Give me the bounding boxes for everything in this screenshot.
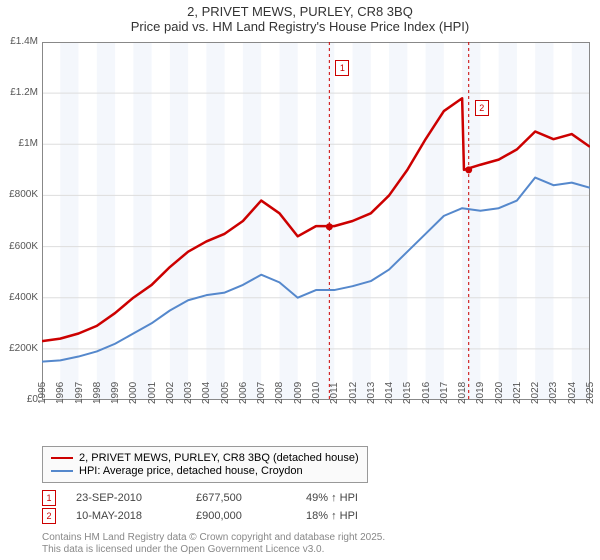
x-tick-label: 2016 (421, 382, 432, 404)
marker-date: 10-MAY-2018 (76, 510, 176, 522)
chart-marker-2: 2 (475, 100, 489, 116)
legend-item: HPI: Average price, detached house, Croy… (51, 465, 359, 477)
x-tick-label: 2018 (457, 382, 468, 404)
y-tick-label: £1.4M (0, 36, 38, 47)
x-tick-label: 2025 (585, 382, 596, 404)
legend-item: 2, PRIVET MEWS, PURLEY, CR8 3BQ (detache… (51, 452, 359, 464)
x-tick-label: 2008 (274, 382, 285, 404)
y-tick-label: £600K (0, 241, 38, 252)
x-tick-label: 2012 (348, 382, 359, 404)
marker-table-row: 2 10-MAY-2018 £900,000 18% ↑ HPI (42, 508, 358, 524)
x-tick-label: 2014 (384, 382, 395, 404)
legend-swatch (51, 457, 73, 460)
x-tick-label: 2013 (366, 382, 377, 404)
chart-plot (42, 42, 590, 400)
y-tick-label: £1.2M (0, 87, 38, 98)
chart-marker-1: 1 (335, 60, 349, 76)
x-tick-label: 2023 (548, 382, 559, 404)
x-tick-label: 1998 (92, 382, 103, 404)
marker-pct: 49% ↑ HPI (306, 492, 358, 504)
x-tick-label: 1995 (37, 382, 48, 404)
x-tick-label: 2010 (311, 382, 322, 404)
license-text: Contains HM Land Registry data © Crown c… (42, 532, 385, 556)
chart-title-line2: Price paid vs. HM Land Registry's House … (0, 19, 600, 34)
chart-title-line1: 2, PRIVET MEWS, PURLEY, CR8 3BQ (0, 4, 600, 19)
x-tick-label: 2001 (147, 382, 158, 404)
x-tick-label: 1999 (110, 382, 121, 404)
y-tick-label: £800K (0, 189, 38, 200)
marker-pct: 18% ↑ HPI (306, 510, 358, 522)
marker-price: £900,000 (196, 510, 286, 522)
x-tick-label: 2004 (201, 382, 212, 404)
x-tick-label: 2003 (183, 382, 194, 404)
legend-swatch (51, 470, 73, 472)
x-tick-label: 2021 (512, 382, 523, 404)
x-tick-label: 2015 (402, 382, 413, 404)
legend: 2, PRIVET MEWS, PURLEY, CR8 3BQ (detache… (42, 446, 368, 483)
legend-label: HPI: Average price, detached house, Croy… (79, 465, 303, 477)
marker-table: 1 23-SEP-2010 £677,500 49% ↑ HPI 2 10-MAY-201… (42, 490, 358, 526)
y-tick-label: £200K (0, 343, 38, 354)
x-tick-label: 2006 (238, 382, 249, 404)
marker-price: £677,500 (196, 492, 286, 504)
title-block: 2, PRIVET MEWS, PURLEY, CR8 3BQ Price pa… (0, 0, 600, 34)
y-tick-label: £400K (0, 292, 38, 303)
y-tick-label: £0 (0, 394, 38, 405)
legend-label: 2, PRIVET MEWS, PURLEY, CR8 3BQ (detache… (79, 452, 359, 464)
marker-table-row: 1 23-SEP-2010 £677,500 49% ↑ HPI (42, 490, 358, 506)
x-tick-label: 2011 (329, 382, 340, 404)
chart-container: 2, PRIVET MEWS, PURLEY, CR8 3BQ Price pa… (0, 0, 600, 560)
x-tick-label: 2009 (293, 382, 304, 404)
marker-num: 2 (42, 508, 56, 524)
license-line2: This data is licensed under the Open Gov… (42, 544, 385, 556)
x-tick-label: 1996 (55, 382, 66, 404)
x-tick-label: 2007 (256, 382, 267, 404)
x-tick-label: 2024 (567, 382, 578, 404)
y-tick-label: £1M (0, 138, 38, 149)
x-tick-label: 2020 (494, 382, 505, 404)
x-tick-label: 1997 (74, 382, 85, 404)
x-tick-label: 2019 (475, 382, 486, 404)
x-tick-label: 2022 (530, 382, 541, 404)
x-tick-label: 2005 (220, 382, 231, 404)
x-tick-label: 2017 (439, 382, 450, 404)
license-line1: Contains HM Land Registry data © Crown c… (42, 532, 385, 544)
marker-date: 23-SEP-2010 (76, 492, 176, 504)
marker-num: 1 (42, 490, 56, 506)
x-tick-label: 2002 (165, 382, 176, 404)
x-tick-label: 2000 (128, 382, 139, 404)
